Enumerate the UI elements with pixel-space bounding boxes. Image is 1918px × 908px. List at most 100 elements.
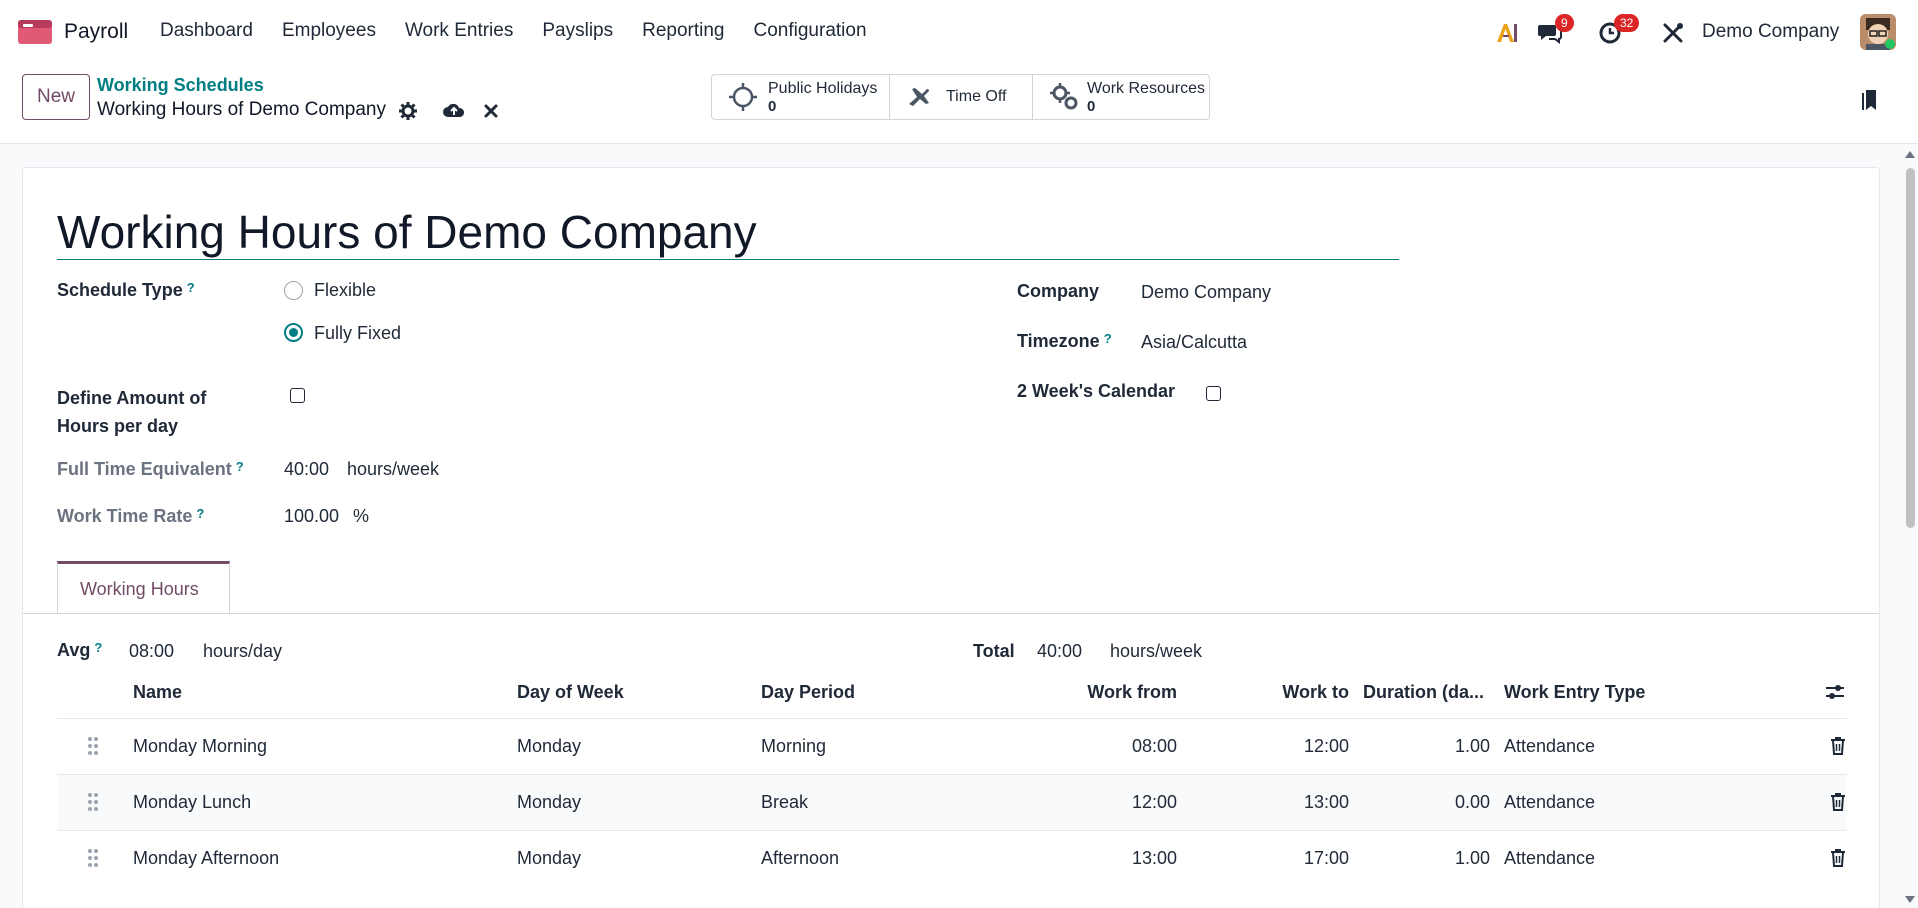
work-time-rate-unit: % xyxy=(353,506,370,526)
cell-work-from: 08:00 xyxy=(1131,736,1177,756)
company-field[interactable]: Demo Company xyxy=(1141,282,1272,302)
timezone-field[interactable]: Asia/Calcutta xyxy=(1141,332,1248,352)
work-resources-count: 0 xyxy=(1087,97,1096,115)
company-switcher[interactable]: Demo Company xyxy=(1702,21,1840,42)
menu-configuration[interactable]: Configuration xyxy=(753,20,867,41)
gears-icon xyxy=(1050,83,1078,110)
avg-unit: hours/day xyxy=(203,641,283,661)
cell-work-entry-type: Attendance xyxy=(1504,736,1596,756)
scrollbar[interactable] xyxy=(1903,148,1917,908)
time-off-label: Time Off xyxy=(946,88,1007,105)
fte-value[interactable]: 40:00 xyxy=(284,459,330,479)
breadcrumb-working-schedules[interactable]: Working Schedules xyxy=(97,75,264,95)
tools-icon[interactable] xyxy=(1660,20,1686,46)
payroll-app-icon[interactable] xyxy=(18,18,54,46)
avg-label-text: Avg xyxy=(57,640,91,660)
schedule-name-input[interactable]: Working Hours of Demo Company xyxy=(57,205,1399,260)
sun-icon xyxy=(729,83,757,111)
cell-work-entry-type: Attendance xyxy=(1504,792,1596,812)
fte-label: Full Time Equivalent? xyxy=(57,459,244,480)
total-label: Total xyxy=(973,641,1015,661)
radio-flexible[interactable] xyxy=(284,281,303,300)
control-panel: New Working Schedules Working Hours of D… xyxy=(0,64,1918,144)
table-row[interactable]: Monday Afternoon Monday Afternoon 13:00 … xyxy=(57,830,1847,886)
col-name[interactable]: Name xyxy=(133,682,183,702)
user-avatar[interactable] xyxy=(1860,14,1896,50)
table-row[interactable]: Monday Lunch Monday Break 12:00 13:00 0.… xyxy=(57,774,1847,830)
cell-work-from: 13:00 xyxy=(1131,848,1177,868)
radio-flexible-label[interactable]: Flexible xyxy=(314,280,377,300)
cell-day: Monday xyxy=(517,736,582,756)
tab-divider xyxy=(23,613,1879,614)
drag-handle-icon[interactable] xyxy=(87,736,99,756)
help-icon[interactable]: ? xyxy=(196,506,205,521)
optional-columns-icon[interactable] xyxy=(1824,682,1846,702)
cell-period: Morning xyxy=(761,736,827,756)
timezone-label-text: Timezone xyxy=(1017,331,1100,351)
drag-handle-icon[interactable] xyxy=(87,848,99,868)
tab-working-hours[interactable]: Working Hours xyxy=(57,561,230,613)
time-off-button[interactable]: Time Off xyxy=(890,75,1033,119)
cloud-upload-icon[interactable] xyxy=(443,101,465,121)
scroll-down-arrow-icon[interactable] xyxy=(1905,896,1915,904)
radio-fully-fixed[interactable] xyxy=(284,323,303,342)
public-holidays-button[interactable]: Public Holidays 0 xyxy=(712,75,890,119)
cell-duration: 0.00 xyxy=(1454,792,1490,812)
trash-icon[interactable] xyxy=(1830,848,1846,867)
two-week-calendar-checkbox[interactable] xyxy=(1206,386,1221,401)
main-menu: Dashboard Employees Work Entries Payslip… xyxy=(160,20,896,42)
discard-close-icon[interactable] xyxy=(481,101,501,121)
work-resources-label: Work Resources xyxy=(1087,79,1205,97)
help-icon[interactable]: ? xyxy=(235,459,244,474)
ai-icon[interactable] xyxy=(1494,20,1520,46)
cell-duration: 1.00 xyxy=(1454,736,1490,756)
cell-work-to: 12:00 xyxy=(1303,736,1349,756)
menu-reporting[interactable]: Reporting xyxy=(642,20,725,41)
messages-badge: 9 xyxy=(1555,14,1574,32)
define-hours-checkbox[interactable] xyxy=(290,388,305,403)
work-time-rate-label: Work Time Rate? xyxy=(57,506,204,527)
col-work-entry-type[interactable]: Work Entry Type xyxy=(1504,682,1646,702)
total-unit: hours/week xyxy=(1110,641,1203,661)
form-sheet: Working Hours of Demo Company Schedule T… xyxy=(22,167,1880,908)
schedule-type-label: Schedule Type? xyxy=(57,280,195,301)
work-time-rate-value[interactable]: 100.00 xyxy=(284,506,340,526)
col-day-period[interactable]: Day Period xyxy=(761,682,856,702)
col-duration[interactable]: Duration (da... xyxy=(1363,682,1484,702)
top-navbar: Payroll Dashboard Employees Work Entries… xyxy=(0,0,1918,64)
public-holidays-count: 0 xyxy=(768,97,777,115)
table-row[interactable]: Monday Morning Monday Morning 08:00 12:0… xyxy=(57,718,1847,774)
col-day-of-week[interactable]: Day of Week xyxy=(517,682,624,702)
work-resources-button[interactable]: Work Resources 0 xyxy=(1033,75,1209,119)
plane-icon xyxy=(909,88,929,106)
col-work-from[interactable]: Work from xyxy=(1087,682,1177,702)
gear-icon[interactable] xyxy=(398,101,418,121)
help-icon[interactable]: ? xyxy=(1103,331,1112,346)
col-work-to[interactable]: Work to xyxy=(1282,682,1349,702)
trash-icon[interactable] xyxy=(1830,792,1846,811)
cell-period: Afternoon xyxy=(761,848,840,868)
menu-work-entries[interactable]: Work Entries xyxy=(404,20,514,41)
scroll-thumb[interactable] xyxy=(1906,168,1915,528)
menu-payslips[interactable]: Payslips xyxy=(542,20,614,41)
cell-work-from: 12:00 xyxy=(1131,792,1177,812)
breadcrumb-current-record: Working Hours of Demo Company xyxy=(97,99,386,120)
help-icon[interactable]: ? xyxy=(94,640,103,655)
radio-fully-fixed-label[interactable]: Fully Fixed xyxy=(314,323,402,343)
clock-activity-icon[interactable] xyxy=(1597,20,1623,46)
cell-duration: 1.00 xyxy=(1454,848,1490,868)
define-hours-label: Define Amount of Hours per day xyxy=(57,388,207,436)
scroll-up-arrow-icon[interactable] xyxy=(1905,150,1915,158)
menu-dashboard[interactable]: Dashboard xyxy=(160,20,253,41)
help-icon[interactable]: ? xyxy=(186,280,195,295)
cell-work-to: 13:00 xyxy=(1303,792,1349,812)
app-name[interactable]: Payroll xyxy=(64,20,129,43)
new-button[interactable]: New xyxy=(22,74,90,120)
trash-icon[interactable] xyxy=(1830,736,1846,755)
menu-employees[interactable]: Employees xyxy=(281,20,376,41)
cell-work-to: 17:00 xyxy=(1303,848,1349,868)
bookmark-icon[interactable] xyxy=(1862,88,1880,112)
tab-working-hours-label: Working Hours xyxy=(80,579,199,599)
drag-handle-icon[interactable] xyxy=(87,792,99,812)
cell-day: Monday xyxy=(517,848,582,868)
